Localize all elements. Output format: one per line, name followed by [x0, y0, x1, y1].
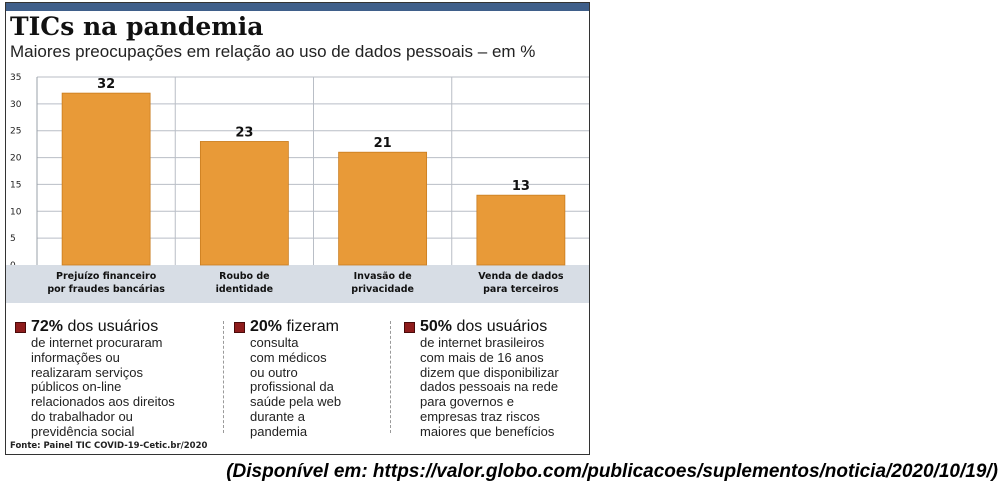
bar: [61, 92, 151, 266]
fact-lead-text: fizeram: [282, 318, 339, 335]
red-square-bullet-icon: [15, 322, 26, 333]
data-label: 23: [235, 125, 253, 140]
fact-lead-text: dos usuários: [63, 318, 159, 335]
top-accent-rule: [6, 3, 589, 11]
x-tick-label: Roubo de identidade: [216, 271, 274, 295]
x-tick-label: Prejuízo financeiro por fraudes bancárias: [47, 271, 165, 295]
y-tick-label: 10: [10, 207, 22, 217]
fact-percent: 20%: [250, 318, 283, 335]
fact-percent: 50%: [420, 318, 453, 335]
y-tick-label: 5: [10, 234, 16, 244]
fact-block-telemedicine: 20% fizeram consulta com médicos ou outr…: [234, 318, 382, 440]
data-label: 32: [97, 77, 115, 92]
fact-block-internet-services: 72% dos usuários de internet procuraram …: [15, 318, 215, 440]
y-tick-label: 25: [10, 127, 21, 137]
dashed-divider: [223, 321, 224, 433]
fact-lead-text: dos usuários: [452, 318, 548, 335]
bar: [476, 194, 566, 266]
y-tick-label: 30: [10, 100, 22, 110]
red-square-bullet-icon: [234, 322, 245, 333]
bar: [338, 151, 428, 266]
data-label: 21: [374, 136, 392, 151]
category-band: [6, 265, 589, 303]
fact-body: de internet brasileiros com mais de 16 a…: [420, 335, 559, 439]
data-label: 13: [512, 179, 530, 194]
chart-title: TICs na pandemia: [10, 12, 264, 41]
fact-body: de internet procuraram informações ou re…: [31, 335, 175, 439]
fact-lead: 72% dos usuários: [15, 318, 215, 336]
x-tick-label: Venda de dados para terceiros: [478, 271, 564, 295]
dashed-divider: [390, 321, 391, 433]
x-tick-label: Invasão de privacidade: [351, 271, 414, 295]
red-square-bullet-icon: [404, 322, 415, 333]
fact-lead: 20% fizeram: [234, 318, 382, 336]
y-tick-label: 15: [10, 180, 21, 190]
fact-percent: 72%: [31, 318, 64, 335]
chart-subtitle: Maiores preocupações em relação ao uso d…: [10, 42, 536, 61]
fact-block-data-risk: 50% dos usuários de internet brasileiros…: [404, 318, 589, 440]
infographic: TICs na pandemia Maiores preocupações em…: [5, 2, 590, 455]
source-note: Fonte: Painel TIC COVID-19-Cetic.br/2020: [10, 441, 208, 451]
fact-lead: 50% dos usuários: [404, 318, 589, 336]
y-tick-label: 35: [10, 73, 21, 83]
y-tick-label: 20: [10, 154, 22, 164]
fact-body: consulta com médicos ou outro profission…: [250, 335, 342, 439]
citation: (Disponível em: https://valor.globo.com/…: [226, 461, 998, 482]
bar: [199, 141, 289, 266]
